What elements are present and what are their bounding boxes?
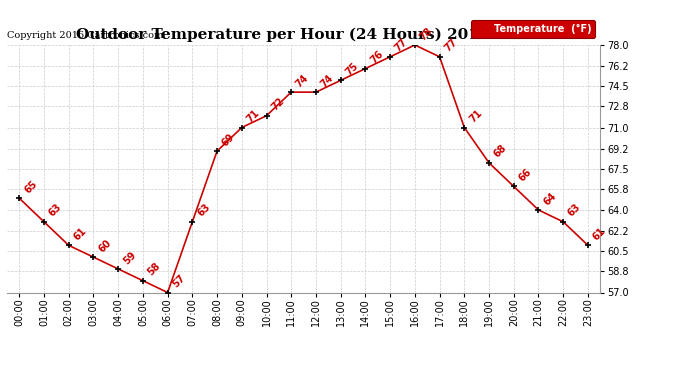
Text: 66: 66 (517, 167, 533, 183)
Text: 75: 75 (344, 61, 360, 77)
Text: 60: 60 (97, 238, 113, 254)
Text: 74: 74 (294, 73, 310, 89)
Legend: Temperature  (°F): Temperature (°F) (471, 20, 595, 38)
Text: 77: 77 (442, 37, 459, 54)
Text: 63: 63 (47, 202, 63, 219)
Text: 63: 63 (566, 202, 583, 219)
Text: 64: 64 (542, 190, 558, 207)
Text: 57: 57 (170, 273, 187, 290)
Text: 59: 59 (121, 249, 138, 266)
Title: Outdoor Temperature per Hour (24 Hours) 20160602: Outdoor Temperature per Hour (24 Hours) … (76, 28, 531, 42)
Text: 72: 72 (270, 96, 286, 113)
Text: 71: 71 (467, 108, 484, 124)
Text: Copyright 2016 Cartronics.com: Copyright 2016 Cartronics.com (7, 31, 164, 40)
Text: 61: 61 (72, 226, 88, 242)
Text: 74: 74 (319, 73, 335, 89)
Text: 71: 71 (245, 108, 262, 124)
Text: 58: 58 (146, 261, 163, 278)
Text: 78: 78 (418, 26, 435, 42)
Text: 69: 69 (220, 132, 237, 148)
Text: 63: 63 (195, 202, 212, 219)
Text: 65: 65 (22, 178, 39, 195)
Text: 77: 77 (393, 37, 410, 54)
Text: 68: 68 (492, 143, 509, 160)
Text: 61: 61 (591, 226, 607, 242)
Text: 76: 76 (368, 49, 385, 66)
